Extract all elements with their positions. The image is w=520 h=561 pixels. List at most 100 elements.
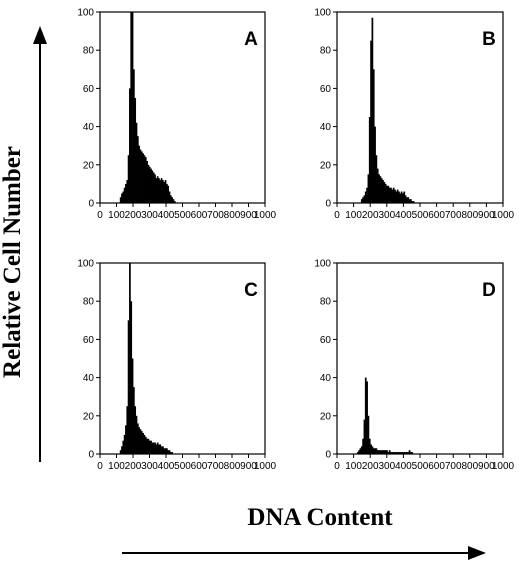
x-tick-label: 0 (334, 210, 340, 221)
y-tick-label: 0 (88, 450, 94, 461)
histogram-bar (139, 429, 142, 454)
x-tick-label: 400 (158, 210, 175, 221)
histogram-bar (152, 172, 155, 203)
histogram-bar (376, 168, 379, 203)
histogram-bar (402, 452, 404, 454)
histogram-bar (364, 191, 367, 203)
histogram-bar (150, 168, 152, 203)
x-tick-label: 600 (191, 461, 208, 472)
histogram-bar (363, 419, 366, 454)
plot-frame (99, 262, 266, 455)
x-tick-label: 500 (174, 461, 191, 472)
y-tick-label: 80 (320, 46, 332, 57)
histogram-bar (159, 444, 162, 454)
histogram-bar (159, 180, 162, 203)
histogram-bar (358, 450, 360, 454)
histogram-bar (400, 191, 403, 203)
histogram-bar (163, 181, 166, 203)
histogram-bar (371, 446, 374, 454)
histogram-bar (158, 444, 160, 454)
x-tick-label: 700 (207, 461, 224, 472)
histogram-bar (380, 178, 383, 203)
histogram-bar (394, 189, 396, 203)
histogram-bar (138, 427, 140, 454)
histogram-bar (403, 191, 406, 203)
histogram-bar (135, 415, 138, 454)
histogram-bar (138, 145, 140, 203)
histogram-bar (408, 450, 411, 454)
histogram-bar (173, 201, 176, 203)
x-tick-label: 100 (108, 210, 125, 221)
x-tick-label: 0 (97, 461, 103, 472)
histogram-bar (160, 178, 163, 203)
histogram-bar (371, 17, 374, 204)
histogram-bar (163, 448, 166, 454)
histogram-bar (121, 446, 123, 454)
histogram-bar (169, 195, 172, 203)
histogram-bar (388, 450, 391, 454)
histogram-bar (383, 181, 386, 203)
histogram-bar (382, 180, 384, 203)
y-tick-label: 80 (320, 297, 332, 308)
histogram-bar (366, 187, 368, 203)
histogram-bar (167, 450, 170, 454)
histogram-bar (394, 452, 396, 454)
histogram-bar (127, 320, 130, 454)
x-tick-label: 600 (428, 210, 445, 221)
x-tick-label: 800 (461, 210, 478, 221)
histogram-bar (379, 176, 382, 203)
x-tick-label: 300 (378, 461, 395, 472)
histogram-bar (142, 432, 144, 454)
histogram-bar (380, 450, 383, 454)
histogram-bar (160, 446, 163, 454)
x-tick-label: 800 (224, 461, 241, 472)
histogram-bar (142, 153, 144, 203)
histogram-bar (411, 201, 414, 203)
histogram-bar (404, 452, 407, 454)
histogram-bar (147, 438, 150, 454)
x-tick-label: 400 (395, 210, 412, 221)
x-tick-label: 700 (207, 210, 224, 221)
x-tick-label: 900 (240, 210, 257, 221)
histogram-bar (410, 452, 412, 454)
x-tick-label: 500 (174, 210, 191, 221)
x-tick-label: 500 (412, 210, 429, 221)
histogram-bar (168, 450, 171, 454)
histogram-bar (378, 450, 380, 454)
histogram-bar (136, 136, 139, 203)
histogram-bar (388, 187, 391, 203)
histogram-bar (364, 377, 367, 454)
histogram-bar (395, 452, 398, 454)
histogram-bar (126, 180, 129, 203)
plot-frame (99, 11, 266, 204)
y-tick-label: 60 (320, 335, 332, 346)
histogram-bar (135, 122, 138, 203)
histogram-bar (379, 450, 382, 454)
histogram-bar (140, 151, 143, 203)
histogram-bar (133, 387, 135, 454)
histogram-bar (398, 452, 400, 454)
histogram-bar (376, 450, 379, 454)
histogram-bar (391, 189, 394, 203)
x-tick-label: 800 (461, 461, 478, 472)
histogram-bar (154, 174, 156, 203)
x-tick-label: 900 (478, 210, 495, 221)
y-tick-label: 20 (320, 411, 332, 422)
histogram-bar (374, 126, 376, 203)
histogram-bar (382, 450, 384, 454)
histogram-bar (168, 191, 171, 203)
histogram-bar (130, 12, 133, 203)
histogram-bar (134, 97, 137, 203)
histogram-bar (156, 442, 159, 454)
histogram-bar (366, 381, 368, 454)
histogram-bar (407, 197, 410, 203)
histogram-bar (396, 189, 399, 203)
histogram-bar (123, 187, 126, 203)
histogram-bar (386, 185, 388, 203)
x-tick-label: 300 (141, 210, 158, 221)
histogram-bar (143, 155, 146, 203)
histogram-bar (152, 442, 155, 454)
x-tick-label: 600 (191, 210, 208, 221)
